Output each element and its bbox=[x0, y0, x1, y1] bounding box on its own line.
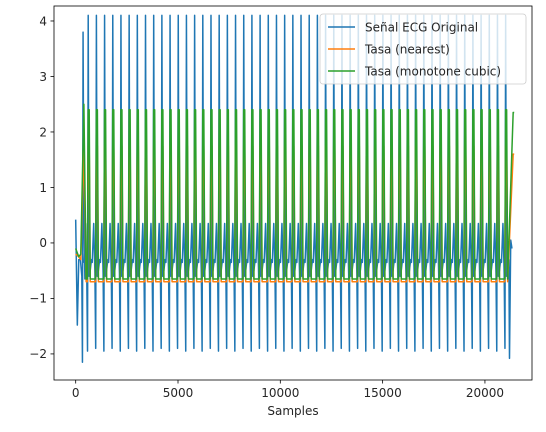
y-tick-label: −1 bbox=[29, 292, 47, 306]
x-tick-label: 0 bbox=[72, 386, 80, 400]
legend: Señal ECG Original Tasa (nearest) Tasa (mo… bbox=[319, 13, 527, 85]
x-tick-label: 20000 bbox=[466, 386, 504, 400]
legend-label: Tasa (monotone cubic) bbox=[364, 64, 501, 78]
series-line-monotone-cubic bbox=[74, 103, 515, 280]
y-tick-label: 4 bbox=[39, 14, 47, 28]
y-tick-label: −2 bbox=[29, 347, 47, 361]
x-tick-label: 15000 bbox=[364, 386, 402, 400]
x-tick-label: 5000 bbox=[163, 386, 194, 400]
y-tick-label: 3 bbox=[39, 70, 47, 84]
x-tick-label: 10000 bbox=[261, 386, 299, 400]
x-axis: 0 5000 10000 15000 20000 bbox=[72, 380, 504, 400]
y-axis: −2 −1 0 1 2 3 4 bbox=[29, 14, 54, 361]
y-tick-label: 2 bbox=[39, 125, 47, 139]
y-tick-label: 0 bbox=[39, 236, 47, 250]
legend-label: Señal ECG Original bbox=[365, 20, 478, 34]
plot-frame bbox=[53, 5, 533, 381]
x-axis-label: Samples bbox=[267, 404, 318, 418]
legend-box bbox=[319, 13, 527, 85]
legend-label: Tasa (nearest) bbox=[364, 42, 450, 56]
y-tick-label: 1 bbox=[39, 181, 47, 195]
series-layer bbox=[74, 14, 515, 363]
